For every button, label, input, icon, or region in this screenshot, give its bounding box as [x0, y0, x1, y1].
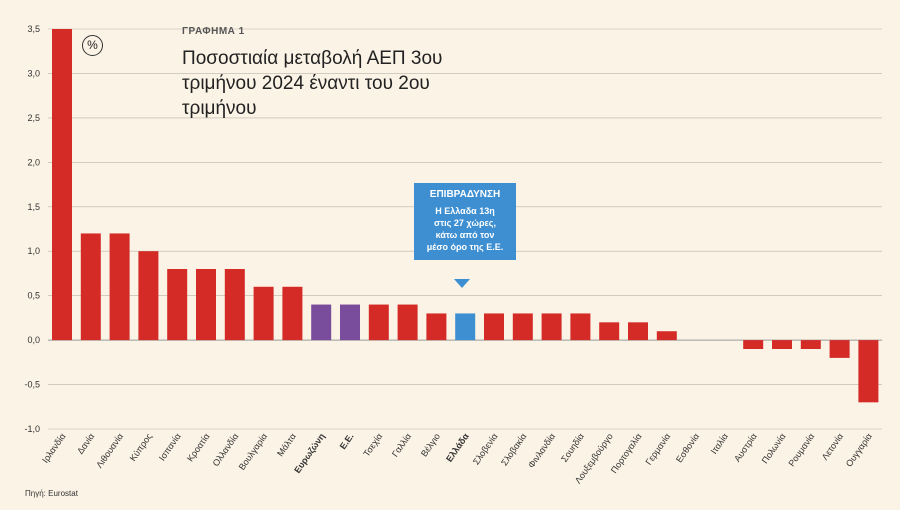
bar: [628, 322, 648, 341]
bar: [743, 340, 764, 349]
bar: [541, 313, 562, 341]
bar: [599, 322, 620, 341]
y-tick-label: 2,0: [27, 157, 40, 167]
category-label: Λιθουανία: [94, 431, 125, 469]
bar: [800, 340, 821, 349]
bar: [455, 313, 476, 341]
category-label: Σουηδία: [559, 431, 586, 464]
bar: [858, 340, 879, 403]
category-label: Σλοβενία: [471, 431, 500, 466]
y-tick-label: 1,0: [27, 246, 40, 256]
bar: [484, 313, 504, 341]
y-tick-label: 1,5: [27, 202, 40, 212]
source-note: Πηγή: Eurostat: [25, 489, 78, 498]
category-label: Βουλγαρία: [237, 431, 270, 472]
callout-box: ΕΠΙΒΡΑΔΥΝΣΗ Η Ελλαδα 13η στις 27 χώρες, …: [414, 183, 516, 260]
y-tick-label: -0,5: [24, 380, 40, 390]
category-label: Πολωνία: [760, 431, 788, 465]
category-label: Ολλανδία: [211, 431, 241, 468]
y-axis-labels: 3,5 3,0 2,5 2,0 1,5 1,0 0,5 0,0 -0,5 -1,0: [24, 24, 40, 434]
bars: [52, 29, 879, 403]
category-label: Κροατία: [185, 431, 212, 463]
category-label: Ε.Ε.: [338, 431, 356, 451]
category-label: Γαλλία: [390, 431, 413, 458]
category-label: Μάλτα: [275, 431, 298, 458]
bar: [512, 313, 533, 341]
bar: [52, 29, 72, 341]
y-tick-label: 3,0: [27, 68, 40, 78]
bar: [340, 304, 360, 341]
category-label: Δανία: [75, 431, 96, 456]
callout-heading: ΕΠΙΒΡΑΔΥΝΣΗ: [429, 189, 501, 200]
bar: [772, 340, 792, 349]
bar: [253, 286, 274, 341]
chart-title: Ποσοστιαία μεταβολή ΑΕΠ 3ου τριμήνου 202…: [182, 48, 443, 119]
chart-label: ΓΡΑΦΗΜΑ 1: [182, 26, 245, 37]
category-label: Ισπανία: [157, 431, 183, 462]
callout-pointer: [454, 279, 470, 288]
bar: [426, 313, 447, 341]
category-label: Τσεχία: [361, 431, 384, 458]
callout-body: Η Ελλαδα 13η στις 27 χώρες, κάτω από τον…: [426, 206, 504, 252]
category-label: Εσθονία: [674, 431, 701, 464]
bar: [196, 269, 216, 341]
bar: [282, 286, 303, 341]
bar: [109, 233, 130, 341]
bar: [570, 313, 591, 341]
category-label: Γερμανία: [643, 431, 672, 466]
y-tick-label: -1,0: [24, 424, 40, 434]
y-tick-label: 2,5: [27, 113, 40, 123]
bar: [224, 269, 245, 341]
category-label: Ουγγαρία: [844, 431, 874, 468]
y-tick-label: 0,0: [27, 335, 40, 345]
category-label: Κύπρος: [128, 431, 155, 463]
category-label: Ιρλανδία: [40, 431, 68, 464]
category-label: Λετονία: [820, 431, 845, 461]
bar: [311, 304, 332, 341]
category-label: Βέλγιο: [419, 431, 442, 458]
bar: [167, 269, 188, 341]
percent-icon: %: [82, 35, 103, 56]
y-tick-label: 3,5: [27, 24, 40, 34]
category-label: Ελλάδα: [444, 431, 471, 464]
bar: [656, 331, 677, 341]
category-label: Σλοβακία: [499, 431, 528, 467]
bar: [138, 251, 159, 341]
y-tick-label: 0,5: [27, 291, 40, 301]
category-label: Ιταλία: [709, 431, 730, 455]
bar: [829, 340, 850, 358]
bar: [368, 304, 389, 341]
bar: [80, 233, 101, 341]
bar: [397, 304, 418, 341]
category-label: Αυστρία: [732, 431, 759, 463]
category-label: Φινλανδία: [526, 431, 557, 469]
category-label: Ρουμανία: [786, 431, 816, 468]
